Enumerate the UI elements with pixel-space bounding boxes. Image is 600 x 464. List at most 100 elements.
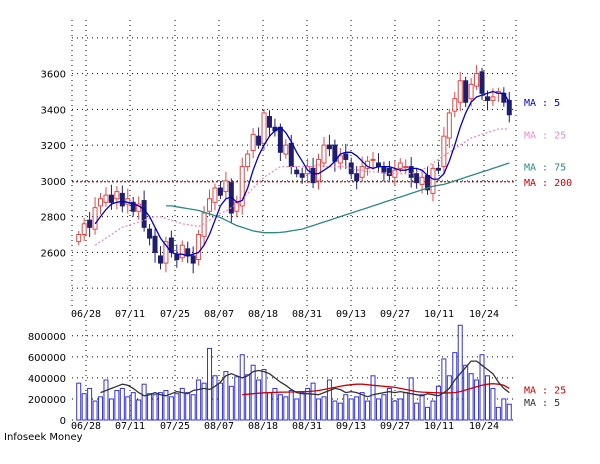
candle-body xyxy=(419,176,425,185)
volume-bar xyxy=(348,398,354,421)
candle-body xyxy=(256,135,262,146)
candle-body xyxy=(87,219,93,228)
volume-bar xyxy=(261,368,267,421)
volume-bar xyxy=(354,396,360,421)
volume-bar xyxy=(490,387,496,421)
price-x-tick: 10/11 xyxy=(424,309,454,320)
candle-body xyxy=(468,83,474,100)
candle-body xyxy=(277,126,283,153)
candle-body xyxy=(152,235,158,253)
price-x-tick: 07/25 xyxy=(160,309,190,320)
volume-panel xyxy=(76,324,512,421)
ma5-line xyxy=(94,90,510,257)
candle-body xyxy=(266,116,272,128)
volume-bar xyxy=(414,402,420,421)
candle-body xyxy=(506,99,512,116)
candle-body xyxy=(326,144,332,150)
candle-body xyxy=(452,98,458,112)
candle-body xyxy=(474,73,480,87)
ma75-line xyxy=(165,162,510,234)
volume-bar xyxy=(386,387,392,421)
volume-bar xyxy=(81,393,87,421)
volume-bar xyxy=(452,352,458,421)
volume-bar xyxy=(299,392,305,421)
candle-body xyxy=(397,162,403,169)
candle-body xyxy=(457,80,463,103)
volume-bar xyxy=(108,398,114,421)
candle-body xyxy=(446,112,452,139)
volume-y-tick: 800000 xyxy=(28,332,66,343)
volume-bar xyxy=(343,394,349,421)
volume-bar xyxy=(326,379,332,421)
volume-bar xyxy=(479,354,485,421)
price-x-tick: 10/24 xyxy=(469,309,499,320)
price-y-tick: 3200 xyxy=(41,141,66,152)
candle-body xyxy=(354,173,360,182)
candle-body xyxy=(435,167,441,171)
volume-bar xyxy=(103,379,109,421)
axis-labels: 2600 2800 3000 3200 3400 3600 0 200000 400000 600… xyxy=(28,70,572,432)
legend-vol_ma5: MA : 5 xyxy=(524,398,560,409)
price-x-tick: 08/18 xyxy=(248,309,278,320)
candle-body xyxy=(288,142,294,168)
price-x-tick: 08/07 xyxy=(204,309,234,320)
volume-bar xyxy=(234,376,240,421)
volume-y-tick: 200000 xyxy=(28,395,66,406)
volume-bar xyxy=(430,400,436,421)
volume-bar xyxy=(130,392,136,421)
volume-bar xyxy=(125,396,131,421)
volume-bar xyxy=(98,396,104,421)
volume-x-tick: 09/13 xyxy=(336,421,366,432)
candle-body xyxy=(484,96,490,101)
volume-y-tick: 0 xyxy=(60,416,66,427)
candle-body xyxy=(463,80,469,103)
volume-x-tick: 06/28 xyxy=(71,421,101,432)
volume-bar xyxy=(392,400,398,421)
volume-bar xyxy=(283,396,289,421)
volume-bar xyxy=(250,364,256,421)
volume-bar xyxy=(114,390,120,421)
candle-body xyxy=(316,158,322,182)
price-x-tick: 06/28 xyxy=(71,309,101,320)
volume-bar xyxy=(321,396,327,421)
candle-body xyxy=(174,253,180,261)
volume-bar xyxy=(196,379,202,421)
volume-bar xyxy=(217,382,223,421)
candle-body xyxy=(114,191,120,200)
candle-body xyxy=(76,234,82,243)
candle-body xyxy=(157,255,163,264)
price-y-tick: 2600 xyxy=(41,248,66,259)
legend-vol_ma25: MA : 25 xyxy=(524,385,566,396)
candle-body xyxy=(414,173,420,184)
candle-body xyxy=(130,201,136,212)
candle-body xyxy=(337,155,343,164)
volume-bar xyxy=(375,398,381,421)
legend-ma200: MA : 200 xyxy=(524,178,572,189)
volume-bar xyxy=(185,392,191,421)
candle-body xyxy=(370,158,376,161)
candle-body xyxy=(190,255,196,264)
volume-bar xyxy=(163,390,169,421)
price-panel xyxy=(72,64,516,274)
volume-bar xyxy=(435,385,441,421)
candle-body xyxy=(403,166,409,169)
volume-x-tick: 07/11 xyxy=(115,421,145,432)
volume-bar xyxy=(87,387,93,421)
candle-body xyxy=(490,96,496,101)
volume-bar xyxy=(277,394,283,421)
volume-bar xyxy=(288,390,294,421)
volume-bar xyxy=(403,392,409,421)
candle-body xyxy=(81,223,87,235)
candle-body xyxy=(441,135,447,168)
candle-body xyxy=(163,241,169,264)
candle-body xyxy=(108,194,114,203)
volume-bar xyxy=(316,398,322,421)
volume-bar xyxy=(446,375,452,421)
legend-ma5: MA : 5 xyxy=(524,98,560,109)
volume-x-tick: 10/11 xyxy=(424,421,454,432)
volume-bar xyxy=(337,402,343,421)
volume-bar xyxy=(223,371,229,421)
volume-bar xyxy=(245,374,251,421)
volume-bar xyxy=(239,354,245,421)
candle-body xyxy=(408,166,414,178)
